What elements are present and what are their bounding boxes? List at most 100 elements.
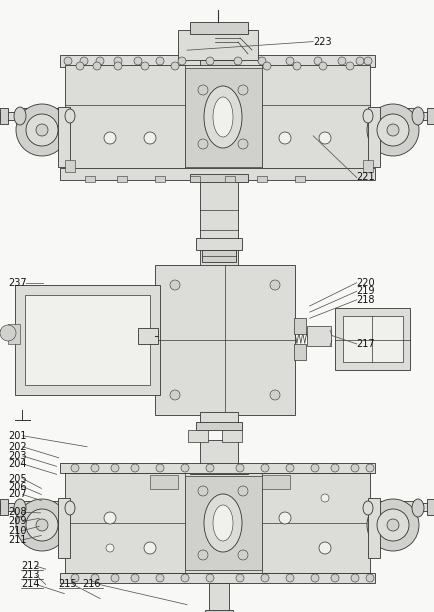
Bar xyxy=(221,430,241,442)
Circle shape xyxy=(114,62,122,70)
Text: 237: 237 xyxy=(9,278,27,288)
Bar xyxy=(150,475,178,489)
Bar xyxy=(58,498,70,558)
Circle shape xyxy=(106,544,114,552)
Bar xyxy=(60,168,374,180)
Circle shape xyxy=(330,574,338,582)
Ellipse shape xyxy=(411,499,423,517)
Bar xyxy=(200,412,237,424)
Ellipse shape xyxy=(213,505,233,541)
Circle shape xyxy=(285,57,293,65)
Circle shape xyxy=(337,57,345,65)
Bar xyxy=(60,573,374,583)
Circle shape xyxy=(156,464,164,472)
Bar xyxy=(204,610,233,612)
Circle shape xyxy=(237,550,247,560)
Circle shape xyxy=(237,139,247,149)
Ellipse shape xyxy=(362,109,372,123)
Bar xyxy=(187,430,207,442)
Circle shape xyxy=(285,464,293,472)
Circle shape xyxy=(285,574,293,582)
Circle shape xyxy=(80,57,88,65)
Circle shape xyxy=(76,62,84,70)
Circle shape xyxy=(131,574,139,582)
Circle shape xyxy=(91,464,99,472)
Bar xyxy=(342,316,402,362)
Bar xyxy=(117,176,127,182)
Circle shape xyxy=(197,139,207,149)
Bar xyxy=(0,499,8,515)
Text: 220: 220 xyxy=(356,278,375,288)
Circle shape xyxy=(318,542,330,554)
Circle shape xyxy=(330,464,338,472)
Ellipse shape xyxy=(204,86,241,148)
Text: 215: 215 xyxy=(59,580,77,589)
Circle shape xyxy=(197,550,207,560)
Circle shape xyxy=(310,574,318,582)
Text: 212: 212 xyxy=(21,561,39,571)
Bar xyxy=(190,174,247,182)
Bar xyxy=(196,422,241,430)
Circle shape xyxy=(16,499,68,551)
Circle shape xyxy=(181,574,188,582)
Circle shape xyxy=(71,464,79,472)
Bar xyxy=(200,60,236,66)
Bar xyxy=(85,176,95,182)
Circle shape xyxy=(36,519,48,531)
Circle shape xyxy=(260,464,268,472)
Bar xyxy=(155,176,164,182)
Ellipse shape xyxy=(411,107,423,125)
Bar xyxy=(224,176,234,182)
Circle shape xyxy=(310,464,318,472)
Bar xyxy=(293,318,305,334)
Bar xyxy=(407,503,434,511)
Text: 204: 204 xyxy=(8,459,26,469)
Circle shape xyxy=(206,57,214,65)
Text: 223: 223 xyxy=(312,37,331,47)
Text: 206: 206 xyxy=(8,482,26,491)
Circle shape xyxy=(131,464,139,472)
Bar xyxy=(407,112,434,120)
Bar xyxy=(201,250,236,262)
Bar xyxy=(138,328,158,344)
Bar xyxy=(334,308,409,370)
Circle shape xyxy=(170,390,180,400)
Circle shape xyxy=(345,62,353,70)
Circle shape xyxy=(263,62,270,70)
Text: 214: 214 xyxy=(21,580,39,589)
Bar xyxy=(8,324,20,344)
Circle shape xyxy=(376,509,408,541)
Circle shape xyxy=(71,574,79,582)
Circle shape xyxy=(260,574,268,582)
Bar xyxy=(190,22,247,34)
Text: 203: 203 xyxy=(8,451,26,461)
Bar xyxy=(256,176,266,182)
Ellipse shape xyxy=(14,499,26,517)
Bar xyxy=(426,108,434,124)
Bar xyxy=(58,107,70,167)
Circle shape xyxy=(365,464,373,472)
Circle shape xyxy=(206,464,214,472)
Ellipse shape xyxy=(362,501,372,515)
Bar xyxy=(20,108,70,124)
Circle shape xyxy=(170,280,180,290)
Circle shape xyxy=(320,494,328,502)
Circle shape xyxy=(257,57,265,65)
Text: 219: 219 xyxy=(356,286,375,296)
Bar xyxy=(184,476,261,570)
Circle shape xyxy=(278,512,290,524)
Circle shape xyxy=(386,519,398,531)
Circle shape xyxy=(293,62,300,70)
Circle shape xyxy=(355,57,363,65)
Bar xyxy=(0,112,22,120)
Bar xyxy=(15,285,160,395)
Bar xyxy=(294,176,304,182)
Circle shape xyxy=(236,464,243,472)
Text: 209: 209 xyxy=(8,517,26,526)
Circle shape xyxy=(114,57,122,65)
Circle shape xyxy=(197,85,207,95)
Circle shape xyxy=(237,486,247,496)
Ellipse shape xyxy=(65,109,75,123)
Circle shape xyxy=(181,464,188,472)
Circle shape xyxy=(236,574,243,582)
